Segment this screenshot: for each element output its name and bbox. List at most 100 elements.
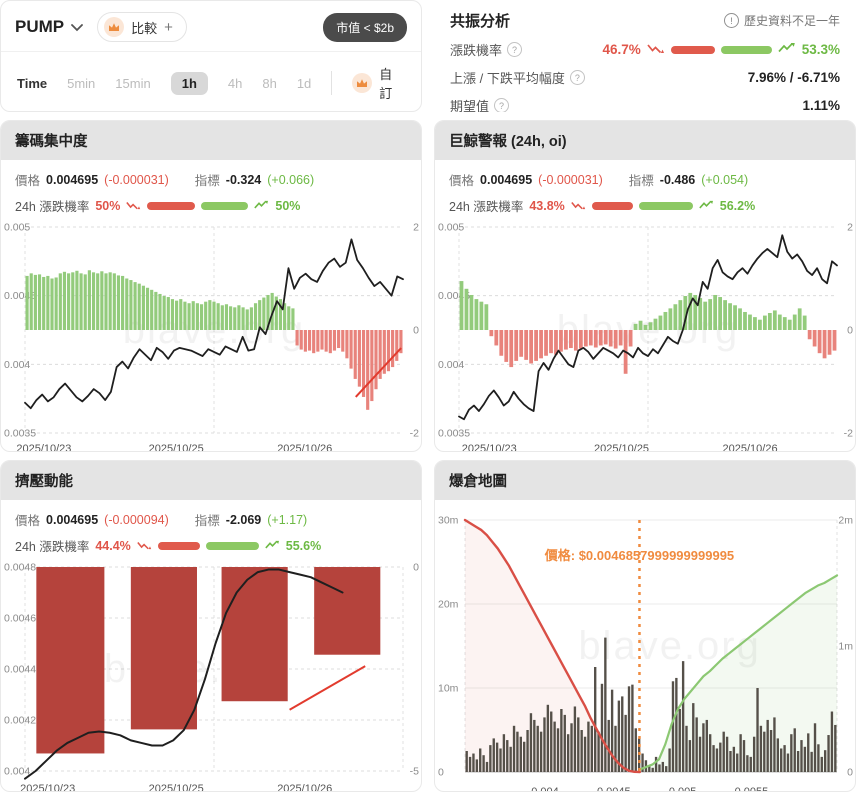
market-cap-badge[interactable]: 市值 < $2b (323, 12, 407, 42)
trend-down-icon (126, 199, 141, 213)
symbol-selector[interactable]: PUMP (15, 17, 84, 37)
svg-text:0.004: 0.004 (438, 359, 464, 371)
up-probability-bar (205, 541, 259, 550)
trend-down-icon (647, 42, 665, 57)
liquidation-map-panel: 爆倉地圖 30m 20m 10m 0 2m 1m 0 0.004 0.0045 0.005 0.00… (434, 460, 856, 792)
svg-text:0.0048: 0.0048 (4, 562, 36, 574)
svg-text:0.004: 0.004 (4, 359, 30, 371)
svg-text:blave.org: blave.org (578, 624, 761, 668)
price-value: 0.004695 (480, 172, 533, 187)
svg-text:2025/10/26: 2025/10/26 (277, 443, 332, 452)
history-notice: ! 歷史資料不足一年 (723, 12, 840, 29)
probability-row: 24h 漲跌機率 50% 50% (1, 189, 421, 215)
symbol-row: PUMP 比較 + 市值 < $2b (1, 1, 421, 51)
up-probability-bar (639, 201, 693, 210)
svg-text:10m: 10m (438, 683, 459, 695)
up-probability-bar (200, 201, 249, 210)
indicator-change: (+0.066) (267, 172, 315, 187)
indicator-label: 指標 (194, 514, 220, 528)
symbol-label: PUMP (15, 17, 65, 36)
svg-text:-2: -2 (410, 428, 419, 440)
tab-1h[interactable]: 1h (170, 71, 208, 95)
custom-label: 自訂 (379, 67, 393, 101)
trend-down-icon (137, 539, 152, 553)
help-icon[interactable]: ? (494, 98, 510, 112)
down-probability: 44.4% (95, 538, 131, 553)
svg-text:2025/10/25: 2025/10/25 (149, 783, 204, 792)
indicator-value: -0.324 (225, 172, 262, 187)
down-probability-bar (157, 541, 200, 550)
chevron-down-icon (71, 17, 84, 37)
up-probability-bar (721, 45, 772, 54)
price-value: 0.004695 (46, 172, 99, 187)
svg-text:2025/10/26: 2025/10/26 (277, 783, 332, 792)
squeeze-momentum-chart: 0.0048 0.0046 0.0044 0.0042 0.004 0 -5 2025/10/… (4, 562, 419, 792)
avg-range-label: 上漲 / 下跌平均幅度 (450, 71, 565, 86)
svg-text:20m: 20m (438, 599, 459, 611)
svg-text:2025/10/23: 2025/10/23 (16, 443, 71, 452)
svg-text:0.0055: 0.0055 (735, 786, 769, 792)
time-label: Time (17, 75, 48, 91)
svg-text:0.0035: 0.0035 (438, 428, 470, 440)
price-value: 0.004695 (46, 512, 99, 527)
tab-1d[interactable]: 1d (296, 75, 312, 91)
down-probability-bar (670, 45, 716, 54)
divider (1, 51, 421, 52)
probability-row: 24h 漲跌機率 44.4% 55.6% (1, 529, 421, 555)
svg-text:0: 0 (413, 562, 419, 574)
trend-up-icon (778, 42, 796, 57)
expected-value-row: 期望值 ? 1.11% (450, 96, 840, 112)
svg-text:2025/10/23: 2025/10/23 (462, 443, 517, 452)
svg-text:0.0044: 0.0044 (4, 664, 36, 676)
tab-5min[interactable]: 5min (67, 75, 96, 91)
whale-alert-panel: 巨鯨警報 (24h, oi) 價格 0.004695 (-0.000031) 指… (434, 120, 856, 452)
indicator-value: -0.486 (659, 172, 696, 187)
down-probability: 50% (95, 198, 121, 213)
price-label: 價格 (449, 174, 475, 188)
indicator-label: 指標 (628, 174, 654, 188)
svg-text:0.005: 0.005 (4, 222, 30, 234)
price-indicator-row: 價格 0.004695 (-0.000094) 指標 -2.069 (+1.17… (1, 500, 421, 529)
tab-8h[interactable]: 8h (262, 75, 277, 91)
resonance-title: 共振分析 (450, 13, 511, 30)
up-probability: 50% (275, 198, 301, 213)
svg-text:2m: 2m (838, 515, 853, 527)
svg-text:2025/10/26: 2025/10/26 (723, 443, 778, 452)
expected-value: 1.11% (802, 98, 840, 112)
svg-text:1m: 1m (838, 641, 853, 653)
compare-button[interactable]: 比較 + (97, 12, 187, 42)
down-probability: 43.8% (529, 198, 565, 213)
down-probability-bar (591, 201, 634, 210)
up-probability: 56.2% (719, 198, 756, 213)
resonance-card: 共振分析 ! 歷史資料不足一年 漲跌機率 ? 46.7% 53.3% (434, 0, 856, 112)
expected-value-label: 期望值 (450, 99, 490, 112)
info-icon: ! (723, 13, 739, 28)
svg-text:0: 0 (847, 325, 853, 337)
divider (331, 71, 333, 95)
trend-up-icon (699, 199, 714, 213)
chip-concentration-panel: 籌碼集中度 價格 0.004695 (-0.000031) 指標 -0.324 … (0, 120, 422, 452)
crown-icon (352, 73, 373, 93)
tab-15min[interactable]: 15min (115, 75, 151, 91)
tab-4h[interactable]: 4h (227, 75, 243, 91)
up-probability: 55.6% (285, 538, 322, 553)
svg-text:0.0045: 0.0045 (597, 786, 631, 792)
price-label: 價格 (15, 174, 41, 188)
svg-text:-2: -2 (844, 428, 853, 440)
probability-label: 漲跌機率 (450, 43, 503, 58)
svg-text:0.004: 0.004 (4, 766, 30, 778)
down-probability: 46.7% (602, 42, 641, 57)
svg-text:價格: $0.0046857999999999995: 價格: $0.0046857999999999995 (544, 548, 734, 563)
custom-timeframe-button[interactable]: 自訂 (352, 64, 405, 102)
help-icon[interactable]: ? (507, 42, 523, 57)
panel-title: 爆倉地圖 (435, 461, 855, 500)
svg-text:30m: 30m (438, 515, 459, 527)
svg-text:2025/10/25: 2025/10/25 (149, 443, 204, 452)
panel-title: 巨鯨警報 (24h, oi) (435, 121, 855, 160)
svg-text:2: 2 (413, 222, 419, 234)
price-indicator-row: 價格 0.004695 (-0.000031) 指標 -0.486 (+0.05… (435, 160, 855, 189)
help-icon[interactable]: ? (569, 70, 585, 85)
svg-text:0: 0 (847, 767, 853, 779)
svg-text:2: 2 (847, 222, 853, 234)
